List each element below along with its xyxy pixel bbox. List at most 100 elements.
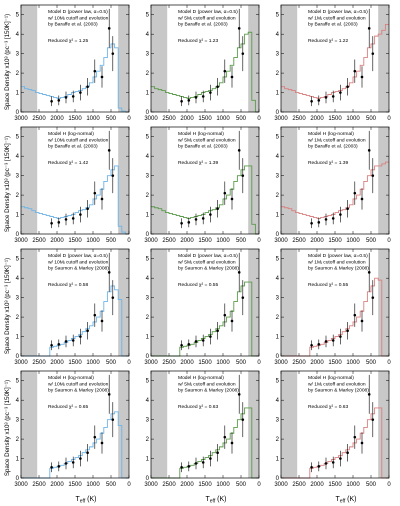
x-tick-label: 1500 bbox=[198, 360, 212, 366]
x-tick-label: 0 bbox=[387, 116, 391, 122]
data-point bbox=[367, 393, 371, 396]
model-histogram bbox=[281, 24, 389, 99]
reduced-chi-square: Reduced χ² = 0.58 bbox=[48, 282, 89, 288]
data-point bbox=[201, 217, 205, 220]
excluded-region bbox=[21, 127, 38, 234]
plot-area bbox=[21, 5, 129, 112]
data-point bbox=[50, 344, 53, 347]
x-tick-label: 0 bbox=[127, 482, 131, 488]
x-axis-label-unit: (K) bbox=[215, 496, 226, 503]
x-tick-label: 3000 bbox=[144, 116, 158, 122]
data-point bbox=[216, 207, 219, 211]
x-tick-label: 500 bbox=[236, 482, 247, 488]
y-tick-label: 1 bbox=[276, 335, 280, 341]
data-point bbox=[194, 218, 198, 221]
model-description-line: w/ 1Mⱼ cutoff and evolution bbox=[308, 137, 366, 143]
model-description-line: w/ 5Mⱼ cutoff and evolution bbox=[178, 381, 236, 387]
model-description-line: w/ 1Mⱼ cutoff and evolution bbox=[308, 15, 366, 21]
excluded-region bbox=[248, 249, 259, 356]
x-tick-label: 500 bbox=[236, 116, 247, 122]
plot-area bbox=[21, 371, 129, 478]
y-tick-label: 3 bbox=[146, 174, 150, 180]
x-tick-label: 3000 bbox=[144, 360, 158, 366]
y-tick-label: 0 bbox=[276, 110, 280, 116]
data-point bbox=[209, 213, 212, 216]
y-tick-label: 5 bbox=[276, 257, 280, 263]
data-point bbox=[371, 296, 375, 299]
plot-area bbox=[281, 5, 389, 112]
x-tick-label: 2500 bbox=[162, 482, 176, 488]
y-tick-label: 3 bbox=[146, 52, 150, 58]
data-point bbox=[310, 466, 313, 469]
data-point bbox=[237, 271, 241, 274]
data-point bbox=[194, 462, 198, 465]
data-point bbox=[317, 343, 321, 346]
x-tick-label: 0 bbox=[257, 238, 261, 244]
x-tick-label: 1500 bbox=[328, 116, 342, 122]
x-tick-label: 2000 bbox=[180, 238, 194, 244]
model-description-line: Model H (log-normal) bbox=[48, 375, 94, 381]
model-description-line: w/ 10Mⱼ cutoff and evolution bbox=[48, 137, 109, 143]
excluded-region bbox=[378, 371, 389, 478]
data-point bbox=[346, 85, 349, 89]
svg-text:Teff (K): Teff (K) bbox=[335, 496, 356, 505]
x-tick-label: 0 bbox=[387, 482, 391, 488]
x-tick-label: 1000 bbox=[86, 116, 100, 122]
data-point bbox=[223, 191, 227, 195]
plot-area bbox=[151, 5, 259, 112]
model-description-line: w/ 5Mⱼ cutoff and evolution bbox=[178, 137, 236, 143]
data-point bbox=[187, 465, 191, 468]
y-tick-label: 3 bbox=[276, 52, 280, 58]
data-point bbox=[107, 271, 111, 274]
svg-text:Teff (K): Teff (K) bbox=[75, 496, 96, 505]
y-tick-label: 1 bbox=[146, 213, 150, 219]
data-point bbox=[230, 319, 234, 323]
model-description-line: w/ 1Mⱼ cutoff and evolution bbox=[308, 259, 366, 265]
y-tick-label: 3 bbox=[276, 418, 280, 424]
y-tick-label: 0 bbox=[16, 110, 20, 116]
data-point bbox=[86, 207, 89, 211]
x-tick-label: 2000 bbox=[180, 360, 194, 366]
y-tick-label: 2 bbox=[276, 71, 280, 77]
data-point bbox=[209, 457, 212, 460]
excluded-region bbox=[118, 5, 129, 112]
model-description-line: Model D (power law, α=0.5) bbox=[48, 9, 108, 15]
x-tick-label: 1500 bbox=[328, 482, 342, 488]
data-point bbox=[50, 466, 53, 469]
data-point bbox=[317, 99, 321, 102]
y-tick-label: 0 bbox=[146, 476, 150, 482]
model-description-line: Model D (power law, α=0.5) bbox=[48, 253, 108, 259]
y-tick-label: 1 bbox=[16, 335, 20, 341]
y-axis-label-row-4: Space Density x10³ (pc⁻³ [150K]⁻¹) bbox=[4, 380, 11, 476]
y-tick-label: 3 bbox=[16, 52, 20, 58]
x-tick-label: 3000 bbox=[274, 360, 288, 366]
data-point bbox=[71, 339, 75, 342]
x-tick-label: 1500 bbox=[198, 116, 212, 122]
x-tick-label: 1000 bbox=[86, 360, 100, 366]
data-point bbox=[71, 95, 75, 98]
x-tick-label: 0 bbox=[127, 238, 131, 244]
model-description-line: by Baraffe et al. (2003) bbox=[48, 144, 98, 150]
x-tick-label: 1000 bbox=[86, 238, 100, 244]
data-point bbox=[79, 335, 82, 338]
data-point bbox=[324, 96, 328, 99]
data-point bbox=[216, 85, 219, 89]
y-tick-label: 4 bbox=[276, 154, 280, 160]
y-tick-label: 5 bbox=[16, 135, 20, 141]
panel-7: 3000 2500 2000 1500 1000 500 0 0 1 2 3 4 5 Model D (p… bbox=[14, 248, 131, 366]
panel-8: 3000 2500 2000 1500 1000 500 0 0 1 2 3 4 5 Model D (p… bbox=[144, 248, 261, 366]
y-tick-label: 4 bbox=[276, 276, 280, 282]
data-point bbox=[360, 197, 364, 201]
y-tick-label: 3 bbox=[276, 296, 280, 302]
x-tick-label: 1500 bbox=[328, 238, 342, 244]
panel-4: 3000 2500 2000 1500 1000 500 0 0 1 2 3 4 5 Model H (l… bbox=[14, 126, 131, 244]
data-point bbox=[111, 418, 115, 421]
excluded-region bbox=[281, 371, 298, 478]
reduced-chi-square: Reduced χ² = 1.39 bbox=[178, 160, 219, 166]
excluded-region bbox=[21, 249, 38, 356]
panel-1: 3000 2500 2000 1500 1000 500 0 0 1 2 3 4 5 Model D (p… bbox=[14, 4, 131, 122]
y-tick-label: 5 bbox=[16, 379, 20, 385]
data-point bbox=[209, 91, 212, 94]
data-point bbox=[317, 221, 321, 224]
x-axis-label-unit: (K) bbox=[345, 496, 356, 503]
